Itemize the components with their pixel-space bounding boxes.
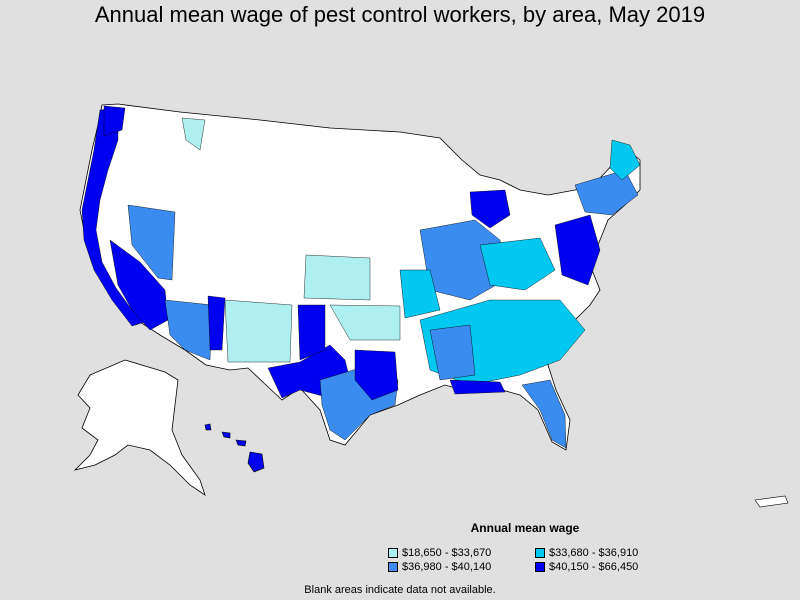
legend-item-1: $18,650 - $33,670	[388, 547, 491, 559]
region-northeast	[574, 169, 639, 216]
legend-item-3: $36,980 - $40,140	[388, 561, 491, 573]
region-florida	[521, 379, 567, 449]
region-mid-atlantic	[554, 214, 601, 286]
region-fills	[81, 105, 641, 449]
region-colorado-light	[303, 254, 371, 301]
region-ohio-valley	[479, 237, 556, 291]
region-midwest-light	[399, 269, 441, 319]
region-socal	[109, 239, 169, 331]
legend-label-1: $18,650 - $33,670	[402, 547, 492, 559]
region-texas-east	[354, 349, 399, 401]
map-title: Annual mean wage of pest control workers…	[94, 2, 706, 27]
region-deep-south	[429, 324, 476, 381]
legend-label-4: $40,150 - $66,450	[549, 561, 639, 573]
region-west-texas-dark	[297, 304, 326, 361]
region-gulf	[449, 379, 506, 395]
legend-swatch-1	[388, 548, 398, 558]
legend-title: Annual mean wage	[470, 521, 580, 535]
region-great-lakes	[469, 189, 511, 229]
legend-swatch-2	[535, 548, 545, 558]
region-nevada	[127, 204, 176, 281]
puerto-rico	[754, 495, 789, 508]
legend-item-2: $33,680 - $36,910	[535, 547, 638, 559]
region-new-mexico	[224, 299, 293, 363]
legend-item-4: $40,150 - $66,450	[535, 561, 638, 573]
region-washington-dark	[103, 105, 126, 137]
region-new-england-north	[609, 139, 641, 181]
legend-label-2: $33,680 - $36,910	[549, 547, 639, 559]
region-oklahoma	[329, 304, 401, 341]
region-arizona	[164, 299, 213, 361]
alaska-outline	[73, 359, 206, 496]
legend-swatch-4	[535, 562, 545, 572]
footnote: Blank areas indicate data not available.	[304, 584, 496, 596]
legend-swatch-3	[388, 562, 398, 572]
region-idaho-light	[181, 117, 206, 151]
region-arizona-dark	[207, 295, 226, 351]
legend-label-3: $36,980 - $40,140	[402, 561, 492, 573]
hawaii-islands	[204, 423, 265, 473]
